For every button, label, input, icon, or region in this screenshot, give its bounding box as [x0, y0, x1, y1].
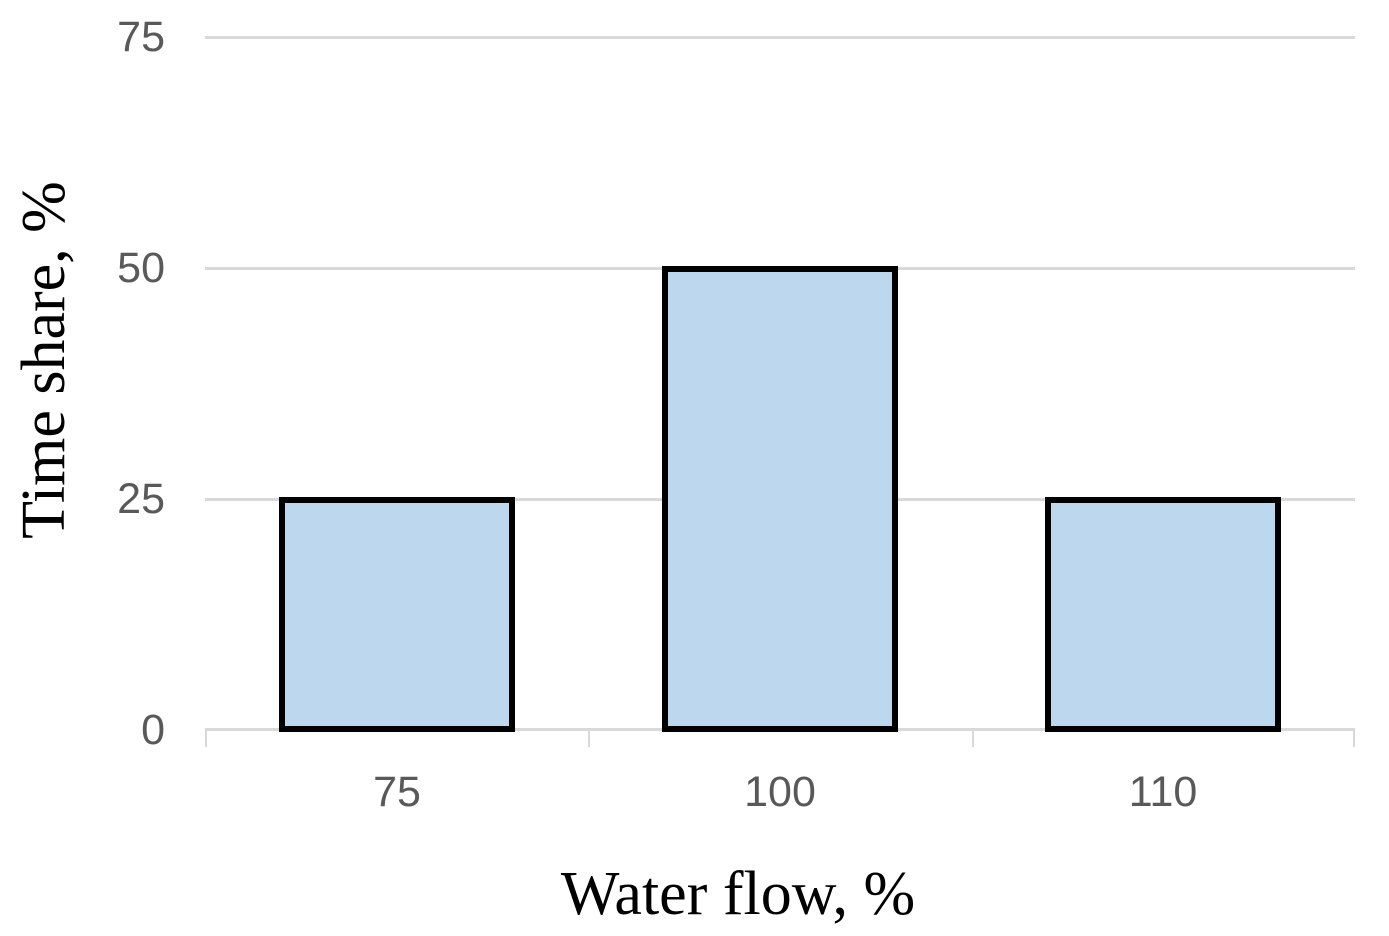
- x-axis-tick-mark: [205, 731, 207, 747]
- bar-110: [1045, 497, 1281, 732]
- bar-75: [279, 497, 515, 732]
- y-tick-label: 0: [141, 706, 165, 754]
- y-tick-label: 25: [117, 475, 165, 523]
- gridline-75: [205, 36, 1355, 39]
- x-axis-tick-mark: [972, 731, 974, 747]
- x-axis-tick-mark: [1353, 731, 1355, 747]
- y-tick-label: 75: [117, 13, 165, 61]
- x-tick-label: 75: [373, 768, 421, 816]
- x-tick-label: 110: [1128, 768, 1198, 816]
- x-tick-label: 100: [744, 768, 816, 816]
- x-axis-title: Water flow, %: [560, 860, 916, 928]
- x-axis-tick-mark: [588, 731, 590, 747]
- bar-100: [662, 266, 898, 732]
- y-tick-label: 50: [117, 244, 165, 292]
- plot-area: [205, 36, 1355, 747]
